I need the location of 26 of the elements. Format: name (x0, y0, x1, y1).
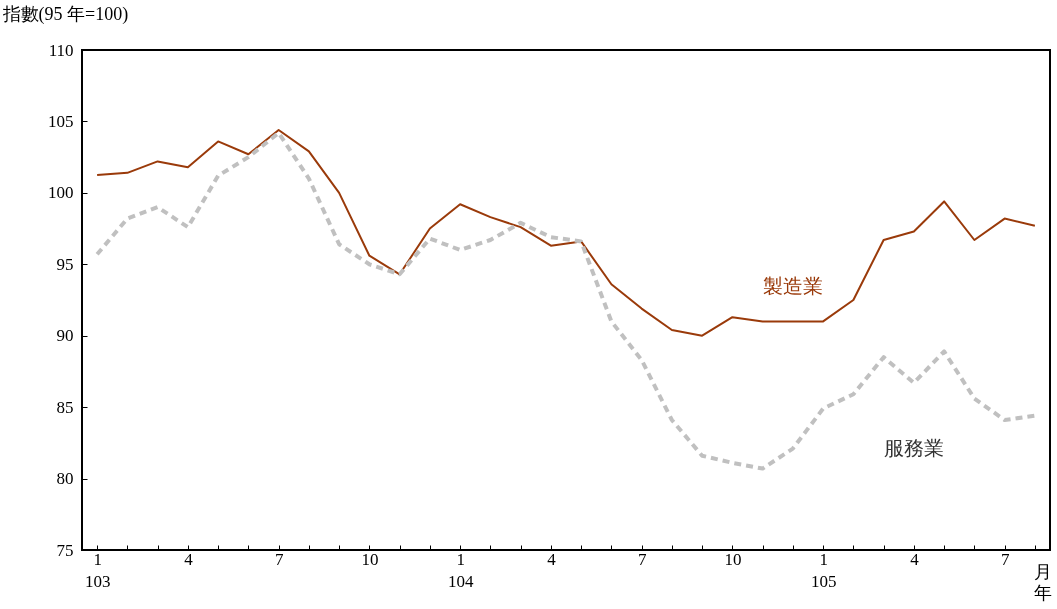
text: 服務業 (883, 436, 944, 459)
x-tick-label: 4 (910, 549, 920, 569)
series-label: 製造業 (762, 275, 823, 298)
y-tick-label: 85 (56, 397, 74, 417)
x-tick-label: 10 (361, 549, 379, 569)
x-tick-label: 4 (547, 549, 557, 569)
x-tick-label: 7 (274, 549, 284, 569)
y-axis-title: 指數(95 年=100) (1, 3, 129, 25)
line-series (96, 129, 1036, 337)
y-tick-label: 90 (56, 326, 74, 346)
line-series (95, 130, 1037, 471)
x-tick-label: 1 105 (810, 549, 837, 591)
x-tick-label: 7 (637, 549, 647, 569)
text: 月 (1034, 562, 1052, 582)
x-tick-label: 4 (184, 549, 194, 569)
y-tick-label: 110 (48, 40, 74, 60)
x-tick-label: 1 104 (447, 549, 474, 591)
text: 年 (1034, 583, 1052, 603)
y-tick-label: 75 (56, 540, 74, 560)
x-tick-label: 1 103 (84, 549, 111, 591)
x-tick-label: 10 (724, 549, 742, 569)
y-tick-label: 100 (48, 183, 74, 203)
x-tick-label: 7 (1000, 549, 1010, 569)
y-tick-label: 80 (56, 469, 74, 489)
y-tick-label: 95 (56, 254, 74, 274)
y-tick-label: 105 (48, 111, 74, 131)
